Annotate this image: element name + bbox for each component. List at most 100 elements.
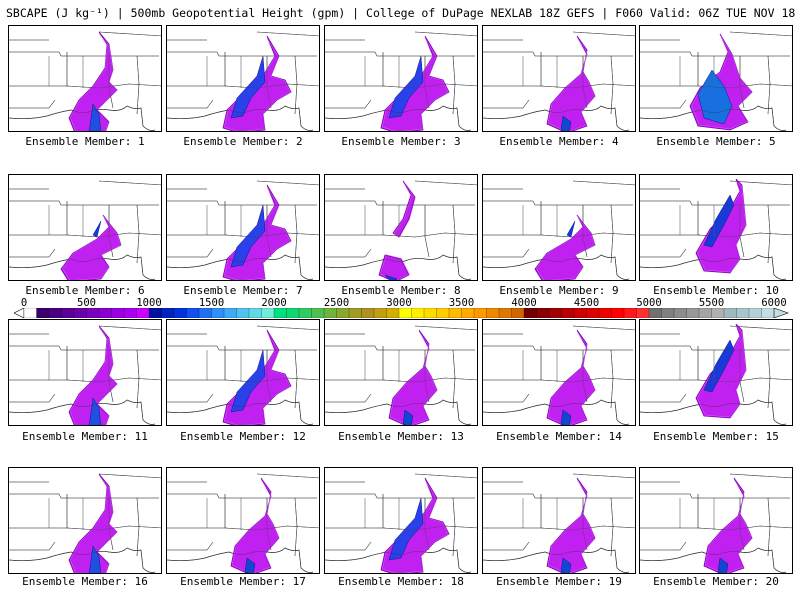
colorbar-segment [111, 308, 125, 318]
colorbar-segment [611, 308, 625, 318]
colorbar-segment [598, 308, 612, 318]
cape-map-graphic [9, 325, 161, 425]
colorbar-segment [736, 308, 750, 318]
colorbar-segment [211, 308, 225, 318]
colorbar-segment [761, 308, 775, 318]
colorbar-segment [398, 308, 412, 318]
cape-map-graphic [640, 473, 792, 573]
colorbar-tick-label: 4000 [511, 297, 537, 309]
colorbar-segment [561, 308, 575, 318]
ensemble-member-map [8, 319, 162, 426]
colorbar-segment [161, 308, 175, 318]
colorbar-segment [461, 308, 475, 318]
ensemble-member-map [8, 467, 162, 574]
colorbar-segment [298, 308, 312, 318]
cape-map-graphic [640, 178, 792, 280]
ensemble-member-label: Ensemble Member: 2 [183, 135, 303, 148]
ensemble-member-map [639, 174, 793, 281]
ensemble-member-map [166, 174, 320, 281]
ensemble-member-label: Ensemble Member: 20 [653, 575, 779, 588]
cape-map-graphic [640, 31, 792, 131]
colorbar-segment [223, 308, 237, 318]
ensemble-member-label: Ensemble Member: 18 [338, 575, 464, 588]
colorbar-tick-label: 5000 [636, 297, 662, 309]
ensemble-member-map [166, 25, 320, 132]
colorbar-segment [123, 308, 137, 318]
ensemble-member-label: Ensemble Member: 5 [656, 135, 776, 148]
ensemble-member-map [166, 467, 320, 574]
ensemble-member-label: Ensemble Member: 4 [499, 135, 619, 148]
colorbar-segment [723, 308, 737, 318]
colorbar-segment [336, 308, 350, 318]
colorbar-segment [73, 308, 87, 318]
cape-map-graphic [167, 31, 319, 131]
colorbar-segment [548, 308, 562, 318]
colorbar-segment [61, 308, 75, 318]
ensemble-member-map [482, 174, 636, 281]
colorbar-segment [373, 308, 387, 318]
ensemble-member-label: Ensemble Member: 3 [341, 135, 461, 148]
ensemble-member-label: Ensemble Member: 9 [499, 284, 619, 297]
colorbar-tick-label: 1500 [198, 297, 225, 309]
colorbar-tick-label: 500 [77, 297, 96, 309]
colorbar-segment [473, 308, 487, 318]
ensemble-member-label: Ensemble Member: 10 [653, 284, 779, 297]
ensemble-member-label: Ensemble Member: 14 [496, 430, 622, 443]
colorbar [14, 308, 789, 318]
colorbar-segment [198, 308, 212, 318]
colorbar-segment [686, 308, 700, 318]
cape-map-graphic [325, 31, 477, 131]
colorbar-segment [173, 308, 187, 318]
ensemble-member-map [639, 25, 793, 132]
ensemble-member-label: Ensemble Member: 11 [22, 430, 148, 443]
colorbar-segment [98, 308, 112, 318]
colorbar-segment [323, 308, 337, 318]
colorbar-segment [586, 308, 600, 318]
cape-map-graphic [167, 473, 319, 573]
ensemble-member-map [324, 25, 478, 132]
colorbar-tick-label: 6000 [761, 297, 787, 309]
colorbar-tick-label: 3000 [386, 297, 412, 309]
colorbar-segment [648, 308, 662, 318]
colorbar-segment [48, 308, 62, 318]
colorbar-segment [236, 308, 250, 318]
ensemble-member-map [482, 467, 636, 574]
colorbar-max-arrow [773, 308, 789, 318]
colorbar-segment [698, 308, 712, 318]
colorbar-segment [261, 308, 275, 318]
colorbar-segment [448, 308, 462, 318]
cape-map-graphic [325, 473, 477, 573]
colorbar-tick-label: 4500 [573, 297, 600, 309]
colorbar-segment [186, 308, 200, 318]
ensemble-member-map [482, 319, 636, 426]
colorbar-segment [286, 308, 300, 318]
colorbar-segment [498, 308, 512, 318]
ensemble-member-map [324, 467, 478, 574]
colorbar-segment [661, 308, 675, 318]
colorbar-segment [623, 308, 637, 318]
colorbar-segment [36, 308, 50, 318]
colorbar-segment [511, 308, 525, 318]
colorbar-segment [311, 308, 325, 318]
ensemble-member-label: Ensemble Member: 19 [496, 575, 622, 588]
ensemble-member-map [639, 467, 793, 574]
colorbar-min-arrow [14, 308, 25, 318]
colorbar-segment [523, 308, 537, 318]
colorbar-segment [248, 308, 262, 318]
ensemble-member-map [482, 25, 636, 132]
cape-map-graphic [483, 325, 635, 425]
cape-map-graphic [167, 180, 319, 280]
cape-map-graphic [483, 473, 635, 573]
colorbar-tick-label: 0 [20, 297, 28, 309]
ensemble-member-label: Ensemble Member: 8 [341, 284, 461, 297]
colorbar-segment [711, 308, 725, 318]
colorbar-segment [148, 308, 162, 318]
cape-map-graphic [325, 325, 477, 425]
ensemble-member-label: Ensemble Member: 17 [180, 575, 306, 588]
colorbar-segment [423, 308, 437, 318]
colorbar-tick-label: 1000 [136, 297, 162, 309]
colorbar-segment [361, 308, 375, 318]
ensemble-member-map [324, 174, 478, 281]
colorbar-segment [86, 308, 100, 318]
cape-map-graphic [483, 180, 635, 280]
